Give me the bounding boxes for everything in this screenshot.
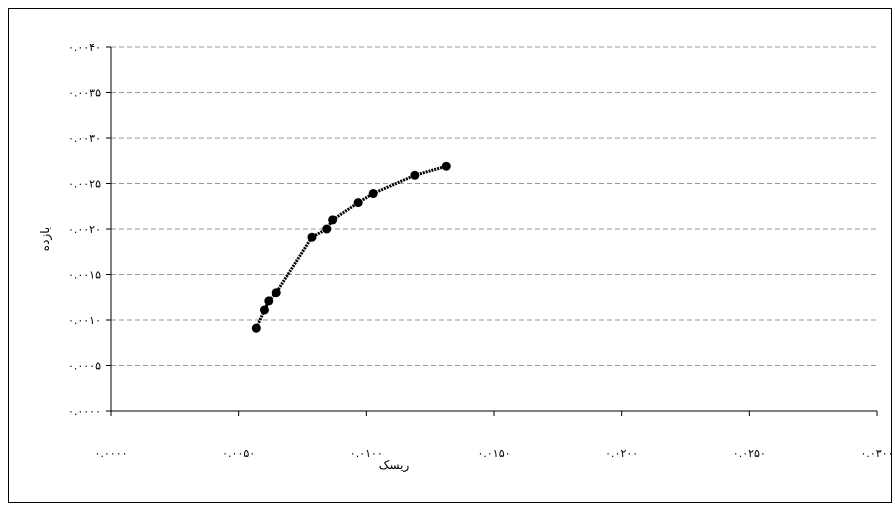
series-frontier <box>251 161 451 333</box>
x-axis-title: ریسک <box>379 458 410 473</box>
y-tick-label: ۰.۰۰۲۵ <box>68 178 101 191</box>
data-point <box>322 224 332 234</box>
x-tick-label: ۰.۰۰۵۰ <box>222 447 255 460</box>
data-point <box>410 170 420 180</box>
y-tick-label: ۰.۰۰۴۰ <box>68 41 101 54</box>
data-point <box>368 189 378 199</box>
y-tick-label: ۰.۰۰۳۰ <box>68 132 101 145</box>
x-tick-label: ۰.۰۳۰۰ <box>860 447 892 460</box>
gridlines <box>111 46 877 366</box>
y-tick-label: ۰.۰۰۱۰ <box>68 314 101 327</box>
y-tick-label: ۰.۰۰۱۵ <box>68 269 101 282</box>
data-point <box>307 232 317 242</box>
y-tick-label: ۰.۰۰۰۵ <box>68 360 101 373</box>
data-point <box>271 288 281 298</box>
x-tick-label: ۰.۰۱۵۰ <box>477 447 510 460</box>
y-tick-label: ۰.۰۰۳۵ <box>68 87 101 100</box>
series-line <box>254 164 447 329</box>
data-point <box>264 296 274 306</box>
data-point <box>328 215 338 225</box>
y-axis-title: بازده <box>38 227 53 251</box>
x-tick-label: ۰.۰۰۰۰ <box>94 447 127 460</box>
y-ticks: ۰.۰۰۰۰ ۰.۰۰۰۵ ۰.۰۰۱۰ ۰.۰۰۱۵ ۰.۰۰۲۰ ۰.۰۰۲۵ ۰.۰۰… <box>68 41 111 418</box>
data-point <box>353 198 363 208</box>
y-tick-label: ۰.۰۰۰۰ <box>68 405 101 418</box>
data-point <box>259 305 269 315</box>
x-tick-label: ۰.۰۱۰۰ <box>350 447 383 460</box>
x-tick-label: ۰.۰۲۵۰ <box>733 447 766 460</box>
chart-frame: ۰.۰۰۰۰ ۰.۰۰۰۵ ۰.۰۰۱۰ ۰.۰۰۱۵ ۰.۰۰۲۰ ۰.۰۰۲۵ ۰.۰۰… <box>8 8 892 503</box>
x-ticks: ۰.۰۰۰۰ ۰.۰۰۵۰ ۰.۰۱۰۰ ۰.۰۱۵۰ ۰.۰۲۰۰ ۰.۰۲۵۰ ۰.۰۳… <box>94 411 892 460</box>
x-tick-label: ۰.۰۲۰۰ <box>605 447 638 460</box>
efficient-frontier-chart: ۰.۰۰۰۰ ۰.۰۰۰۵ ۰.۰۰۱۰ ۰.۰۰۱۵ ۰.۰۰۲۰ ۰.۰۰۲۵ ۰.۰۰… <box>38 41 892 473</box>
data-point <box>441 161 451 171</box>
data-point <box>251 323 261 333</box>
y-tick-label: ۰.۰۰۲۰ <box>68 223 101 236</box>
